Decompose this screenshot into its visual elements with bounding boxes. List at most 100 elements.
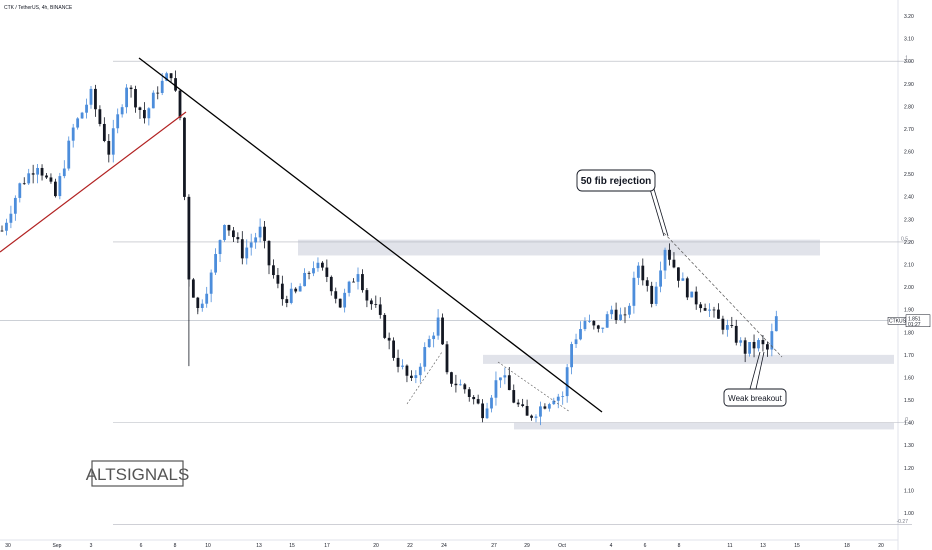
price-tick: 1.70	[904, 353, 914, 359]
candle	[467, 387, 471, 402]
time-tick: 13	[760, 543, 766, 549]
time-tick: 3	[90, 543, 93, 549]
candle	[659, 261, 662, 293]
candle	[499, 377, 502, 388]
symbol-label: CTKUSDT	[889, 319, 913, 325]
candle	[227, 224, 231, 236]
time-tick: 6	[140, 543, 143, 549]
candle	[285, 295, 289, 308]
candle	[272, 259, 275, 279]
candle	[730, 316, 734, 328]
candle	[22, 177, 26, 185]
candle	[303, 268, 306, 287]
candle	[321, 261, 324, 271]
candle	[107, 134, 111, 163]
candle	[298, 283, 302, 292]
time-tick: 15	[289, 543, 295, 549]
candle	[721, 315, 725, 335]
candle	[445, 341, 449, 375]
candle	[5, 218, 8, 236]
candle	[512, 384, 516, 404]
price-tick: 2.60	[904, 150, 914, 156]
candle	[681, 272, 685, 281]
candle	[677, 267, 680, 288]
candle	[734, 319, 738, 346]
candle	[588, 314, 591, 323]
candle	[36, 163, 39, 184]
price-tick: 1.00	[904, 511, 914, 517]
candle	[89, 85, 93, 109]
price-tick: 1.80	[904, 330, 914, 336]
candle	[343, 288, 347, 313]
price-tick: 2.20	[904, 240, 914, 246]
time-tick: 17	[324, 543, 330, 549]
candle	[423, 342, 427, 372]
fib-levels: 1 0.5 0 -0.27	[113, 56, 912, 525]
candle	[40, 164, 44, 181]
candle	[356, 267, 360, 290]
candle	[685, 276, 689, 301]
candle	[369, 298, 373, 310]
time-tick: 27	[491, 543, 497, 549]
candle	[289, 282, 293, 305]
support-resistance-zones	[298, 239, 894, 430]
candle	[427, 335, 431, 348]
dashed-line-b	[497, 361, 571, 413]
candle	[214, 248, 217, 275]
last-price-badge: CTKUSDT 1.851 01:27	[887, 314, 931, 328]
price-tick: 1.40	[904, 421, 914, 427]
candle	[178, 90, 182, 121]
altsignals-watermark: ALTSIGNALS	[86, 460, 189, 487]
zone-box	[514, 422, 894, 430]
candle	[436, 309, 440, 340]
candle	[80, 111, 84, 119]
candle	[249, 233, 253, 256]
candle	[151, 90, 155, 109]
candle	[236, 232, 240, 244]
candle	[18, 182, 22, 203]
zone-box	[483, 354, 894, 364]
candle	[458, 379, 462, 386]
price-tick: 3.20	[904, 14, 914, 20]
candle	[761, 334, 765, 352]
bar-countdown: 01:27	[908, 322, 921, 328]
candle	[338, 298, 342, 309]
candle	[636, 262, 640, 285]
time-tick: 18	[844, 543, 850, 549]
price-tick: 2.50	[904, 172, 914, 178]
annotation-fib-rejection[interactable]: 50 fib rejection	[576, 169, 669, 237]
candle	[570, 341, 573, 375]
candle	[690, 291, 694, 298]
candle	[120, 104, 124, 118]
candle	[645, 277, 649, 292]
candle	[365, 287, 369, 308]
dashed-line-a	[406, 351, 443, 405]
price-tick: 2.10	[904, 263, 914, 269]
candle	[183, 117, 186, 201]
candle	[619, 307, 622, 321]
candle	[592, 320, 596, 330]
price-tick: 1.50	[904, 398, 914, 404]
candle	[245, 239, 249, 265]
candle	[352, 278, 355, 283]
candle	[708, 303, 711, 317]
candle	[232, 227, 235, 242]
annotation-weak-breakout[interactable]: Weak breakout	[723, 351, 787, 407]
candle	[71, 123, 75, 148]
candle	[596, 324, 600, 333]
candle	[450, 371, 453, 387]
chart-title: CTK / TetherUS, 4h, BINANCE	[4, 5, 73, 11]
time-tick: 15	[794, 543, 800, 549]
candle	[552, 397, 556, 406]
candle	[307, 271, 311, 280]
candle	[503, 367, 507, 385]
candle	[668, 243, 671, 266]
candle	[663, 247, 667, 280]
price-tick: 3.00	[904, 59, 914, 65]
annotation-weak-breakout-label: Weak breakout	[728, 394, 782, 403]
candle	[654, 281, 658, 307]
candle	[516, 399, 520, 408]
candle	[392, 337, 395, 361]
candle	[49, 173, 53, 184]
